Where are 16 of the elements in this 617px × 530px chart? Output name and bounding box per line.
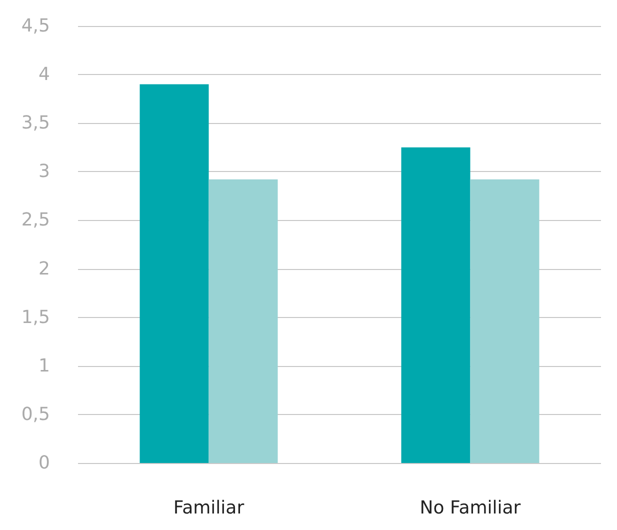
bar (140, 84, 209, 463)
y-tick-label: 2,5 (21, 210, 50, 231)
x-tick-label: Familiar (173, 498, 245, 518)
bar (470, 179, 540, 463)
y-tick-label: 1 (38, 355, 50, 376)
y-tick-label: 4 (38, 64, 50, 86)
y-tick-label: 4,5 (21, 16, 50, 36)
y-tick-label: 1,5 (21, 306, 50, 328)
bar (401, 147, 470, 463)
y-tick-label: 3 (38, 161, 50, 182)
y-tick-label: 0,5 (21, 404, 50, 425)
y-tick-label: 2 (38, 258, 50, 280)
bar (208, 179, 278, 463)
y-tick-label: 0 (38, 452, 50, 474)
x-tick-label: No Familiar (420, 498, 522, 518)
y-tick-label: 3,5 (21, 112, 50, 134)
